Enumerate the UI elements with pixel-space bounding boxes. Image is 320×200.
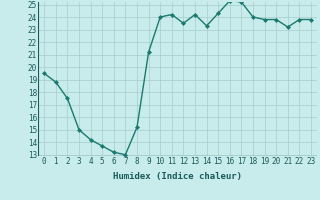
X-axis label: Humidex (Indice chaleur): Humidex (Indice chaleur) (113, 172, 242, 181)
